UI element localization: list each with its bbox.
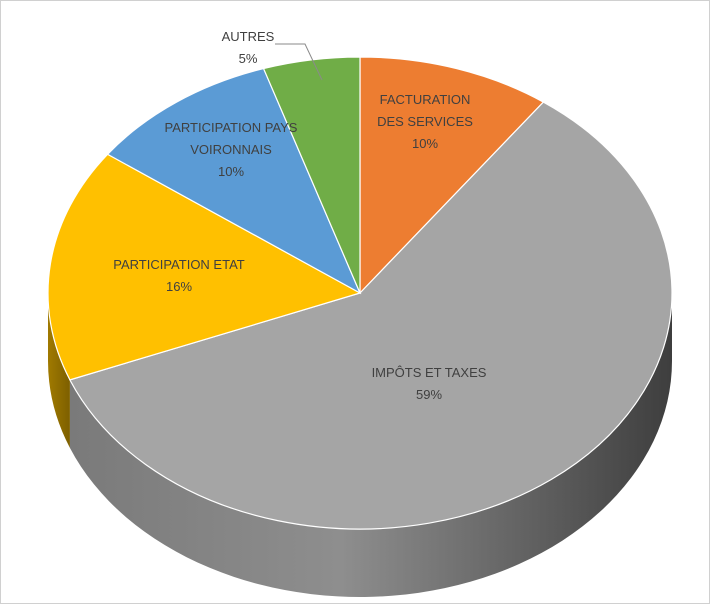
slice-category-label: DES SERVICES xyxy=(377,114,473,129)
pie-slice xyxy=(69,101,673,530)
leader-line xyxy=(275,43,323,81)
slice-percent-label: 5% xyxy=(239,51,258,66)
pie-side-segment xyxy=(48,293,70,448)
slice-percent-label: 59% xyxy=(416,387,442,402)
slice-percent-label: 10% xyxy=(218,164,244,179)
slice-category-label: AUTRES xyxy=(222,29,275,44)
slice-percent-label: 16% xyxy=(166,279,192,294)
slice-category-label: FACTURATION xyxy=(380,92,471,107)
slice-category-label: PARTICIPATION ETAT xyxy=(113,257,245,272)
pie-labels: FACTURATION DES SERVICES 10% IMPÔTS ET TAXE… xyxy=(113,29,486,402)
pie-side-wall xyxy=(48,293,673,598)
pie-side-segment xyxy=(69,293,673,598)
pie-slice xyxy=(262,56,361,294)
pie-slice xyxy=(47,153,362,381)
pie-slice xyxy=(106,67,362,295)
slice-category-label: IMPÔTS ET TAXES xyxy=(372,365,487,380)
slice-category-label: PARTICIPATION PAYS xyxy=(165,120,298,135)
pie-slice xyxy=(359,56,545,295)
slice-category-label: VOIRONNAIS xyxy=(190,142,272,157)
pie-top-face xyxy=(47,56,673,530)
slice-percent-label: 10% xyxy=(412,136,438,151)
